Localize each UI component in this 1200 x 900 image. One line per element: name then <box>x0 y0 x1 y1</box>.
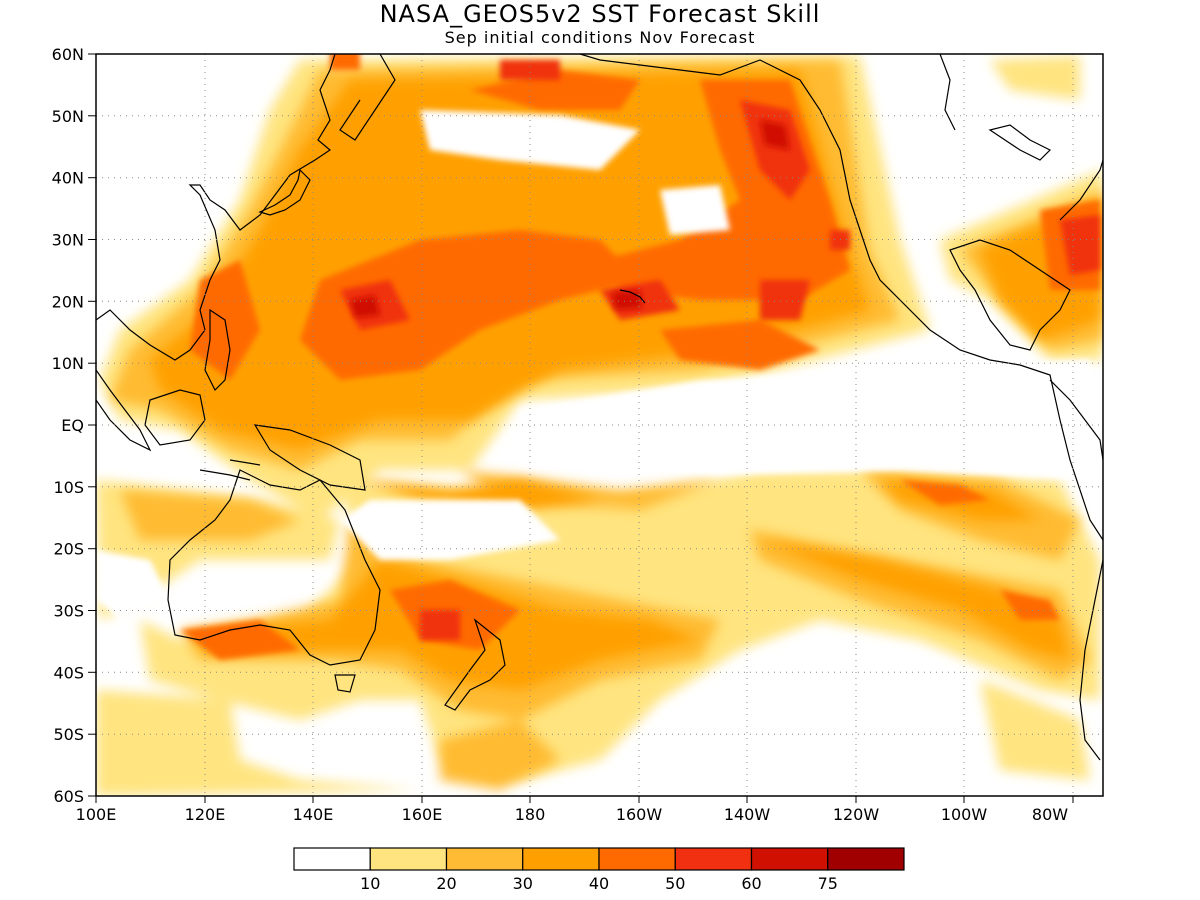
lat-label: 60S <box>53 787 84 806</box>
lat-label: 20S <box>53 540 84 559</box>
colorbar-label: 30 <box>513 874 533 893</box>
coastlines <box>96 54 1103 761</box>
lat-label: 60N <box>52 45 84 64</box>
coast-great-lakes <box>988 124 1052 161</box>
lat-label: 50S <box>53 725 84 744</box>
coast-gulf-mexico <box>949 239 1071 351</box>
lon-label: 120E <box>185 805 226 824</box>
coast-hawaii <box>619 289 646 304</box>
coast-japan <box>258 168 311 216</box>
lat-labels: 60N 50N 40N 30N 20N 10N EQ 10S 20S 30S 4… <box>52 45 84 806</box>
colorbar: 10 20 30 40 50 60 75 <box>293 847 905 893</box>
chart-subtitle: Sep initial conditions Nov Forecast <box>444 28 756 47</box>
lon-label: 160W <box>616 805 663 824</box>
lon-label: 140W <box>724 805 771 824</box>
skill-shading <box>96 54 1103 796</box>
coast-new-zealand <box>444 618 506 711</box>
colorbar-swatch <box>369 847 448 871</box>
lon-label: 160E <box>402 805 443 824</box>
skill-level-60 <box>350 120 790 318</box>
colorbar-label: 75 <box>818 874 838 893</box>
colorbar-swatch <box>445 847 524 871</box>
lat-label: 30N <box>52 231 84 250</box>
colorbar-label: 20 <box>436 874 456 893</box>
gridlines <box>96 54 1103 796</box>
coast-hudson <box>939 54 956 131</box>
lon-label: 100W <box>941 805 988 824</box>
lon-label: 100E <box>76 805 117 824</box>
coast-asia <box>96 54 336 361</box>
coast-tasmania <box>334 674 356 693</box>
lat-label: 10N <box>52 354 84 373</box>
colorbar-label: 40 <box>589 874 609 893</box>
lat-label: EQ <box>61 416 84 435</box>
colorbar-label: 60 <box>741 874 761 893</box>
lon-label: 180 <box>515 805 546 824</box>
low-skill-areas <box>96 110 1100 620</box>
coast-sumatra <box>96 369 152 452</box>
chart-title: NASA_GEOS5v2 SST Forecast Skill <box>379 0 821 28</box>
lat-label: 40S <box>53 663 84 682</box>
colorbar-label: 10 <box>360 874 380 893</box>
lon-label: 120W <box>833 805 880 824</box>
coast-south-america <box>1049 379 1103 761</box>
colorbar-swatch <box>522 847 600 871</box>
lat-label: 50N <box>52 107 84 126</box>
coast-alaska-north-america <box>579 54 1103 541</box>
colorbar-swatch <box>827 847 905 871</box>
colorbar-swatch <box>293 847 371 871</box>
coast-philippines <box>204 308 231 392</box>
colorbar-label: 50 <box>665 874 685 893</box>
lon-label: 140E <box>293 805 334 824</box>
colorbar-swatch <box>674 847 753 871</box>
lat-label: 20N <box>52 292 84 311</box>
colorbar-swatch <box>750 847 829 871</box>
tick-marks <box>88 53 1074 803</box>
lat-label: 40N <box>52 169 84 188</box>
colorbar-swatch <box>598 847 676 871</box>
lat-label: 30S <box>53 602 84 621</box>
lat-label: 10S <box>53 478 84 497</box>
coast-australia <box>167 469 381 666</box>
coast-kamchatka <box>339 54 396 141</box>
lon-label: 80W <box>1032 805 1068 824</box>
coast-new-guinea <box>253 424 366 491</box>
coast-borneo <box>144 389 206 446</box>
lon-labels: 100E 120E 140E 160E 180 160W 140W 120W 1… <box>76 805 1069 824</box>
coast-us-east <box>1059 159 1103 221</box>
coast-indonesia-small <box>199 459 261 481</box>
